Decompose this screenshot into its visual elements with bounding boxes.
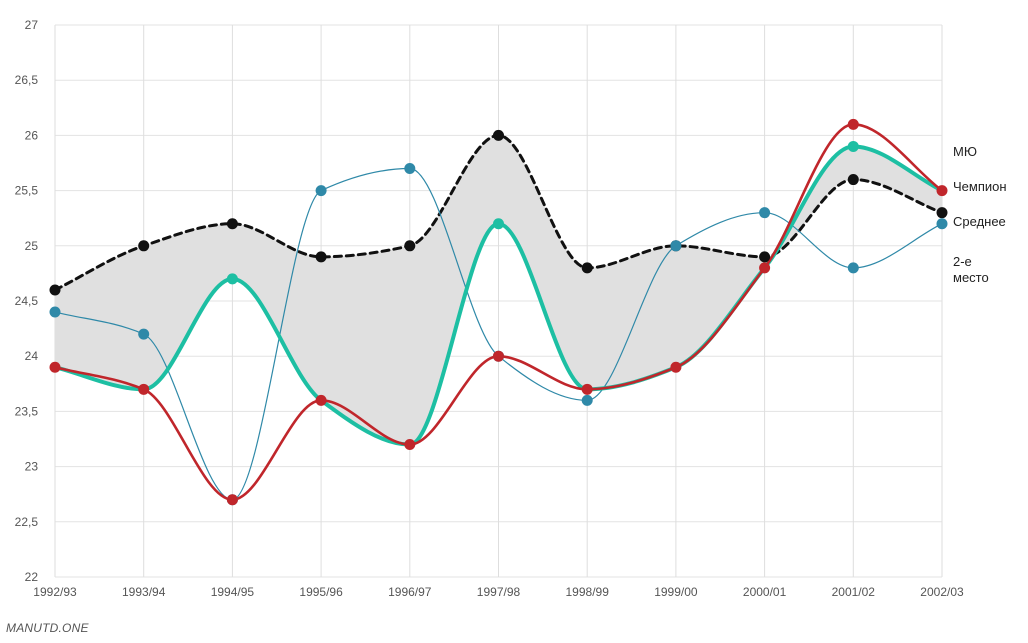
source-label: MANUTD.ONE [6, 621, 89, 635]
y-tick-label: 25 [25, 239, 39, 253]
x-tick-label: 2001/02 [832, 585, 876, 599]
y-tick-label: 26,5 [15, 73, 39, 87]
data-point [493, 350, 504, 362]
y-tick-label: 22 [25, 570, 39, 584]
shaded-band [55, 135, 942, 445]
y-tick-label: 23,5 [15, 404, 39, 418]
x-tick-label: 1998/99 [566, 585, 610, 599]
y-tick-label: 27 [25, 18, 39, 32]
x-tick-label: 2002/03 [920, 585, 964, 599]
data-point [493, 129, 504, 141]
data-point [315, 251, 327, 263]
x-tick-label: 1996/97 [388, 585, 432, 599]
data-point [581, 383, 593, 395]
data-point [226, 218, 238, 230]
data-point [759, 251, 771, 263]
data-point [581, 394, 593, 406]
x-axis: 1992/93 1993/94 1994/95 1995/96 1996/97 1997/… [33, 585, 964, 599]
y-tick-label: 22,5 [15, 515, 39, 529]
data-point [138, 383, 150, 395]
legend-label: Среднее [953, 214, 1006, 229]
data-point [847, 262, 859, 274]
data-point [404, 163, 416, 175]
y-tick-label: 26 [25, 128, 39, 142]
data-point [759, 262, 771, 274]
y-tick-label: 23 [25, 460, 39, 474]
y-tick-label: 24,5 [15, 294, 39, 308]
data-point [49, 361, 61, 373]
y-tick-label: 25,5 [15, 184, 39, 198]
y-axis: 22 22,5 23 23,5 24 24,5 25 25,5 26 26,5 27 [15, 18, 39, 584]
data-point [226, 273, 238, 285]
data-point [581, 262, 593, 274]
legend-label: МЮ [953, 144, 977, 159]
x-tick-label: 1992/93 [33, 585, 77, 599]
data-point [138, 328, 150, 340]
data-point [493, 218, 504, 230]
x-tick-label: 2000/01 [743, 585, 787, 599]
x-tick-label: 1994/95 [211, 585, 255, 599]
x-tick-label: 1999/00 [654, 585, 698, 599]
data-point [138, 240, 150, 252]
x-tick-label: 1993/94 [122, 585, 166, 599]
legend-label: Чемпион [953, 179, 1007, 194]
data-point [670, 361, 682, 373]
data-point [936, 207, 948, 219]
data-point [847, 140, 859, 152]
x-tick-label: 1995/96 [299, 585, 343, 599]
series-points [49, 118, 948, 506]
data-point [315, 394, 327, 406]
x-tick-label: 1997/98 [477, 585, 521, 599]
legend-label: место [953, 270, 989, 285]
data-point [226, 494, 238, 506]
legend-label: 2-е [953, 254, 972, 269]
data-point [759, 207, 771, 219]
data-point [315, 185, 327, 197]
data-point [847, 118, 859, 130]
data-point [847, 174, 859, 186]
y-tick-label: 24 [25, 349, 39, 363]
data-point [936, 218, 948, 230]
series-line-2-е место [54, 167, 943, 501]
data-point [404, 439, 416, 451]
data-point [404, 240, 416, 252]
data-point [49, 306, 61, 318]
data-point [670, 240, 682, 252]
data-point [936, 185, 948, 197]
data-point [49, 284, 61, 296]
